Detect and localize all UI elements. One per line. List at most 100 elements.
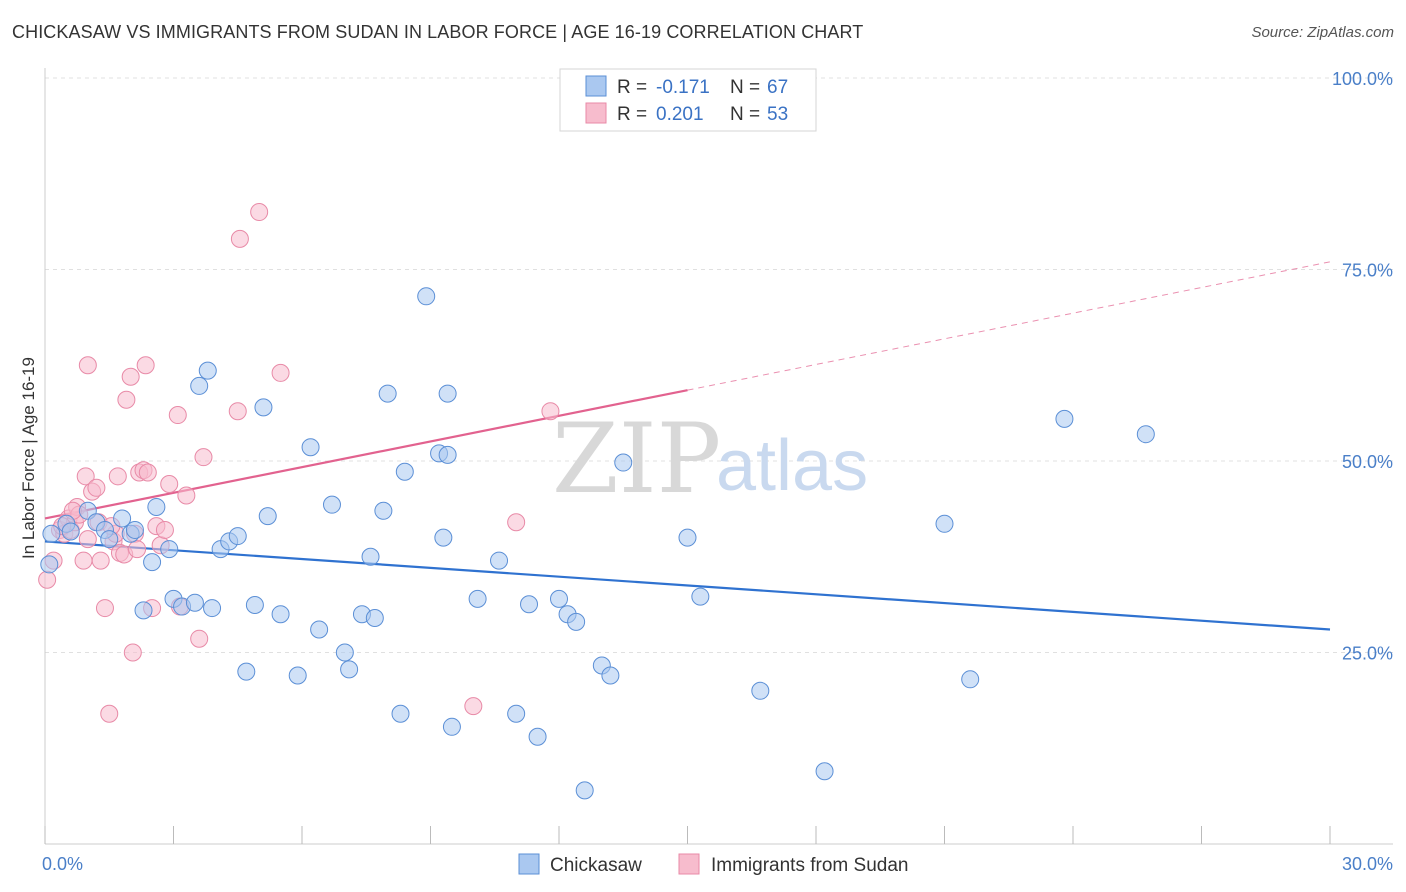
point-sudan-30 [138, 463, 157, 482]
trendline-chickasaw [44, 540, 1331, 631]
series-chickasaw-points [40, 287, 1155, 800]
point-chickasaw-36 [361, 547, 380, 566]
legend-r-value-2: 0.201 [656, 104, 704, 125]
point-chickasaw-53 [550, 589, 568, 608]
tick-labels: 25.0% 50.0% 75.0% 100.0% 0.0% 30.0% [42, 69, 1393, 874]
stats-legend: R = -0.171 N = 67 R = 0.201 N = 53 [559, 68, 817, 132]
point-chickasaw-50 [507, 704, 526, 723]
point-sudan-39 [190, 629, 209, 648]
point-chickasaw-62 [751, 681, 770, 700]
point-sudan-50 [78, 530, 97, 549]
legend-n-value-2: 53 [767, 104, 788, 125]
bottom-legend-label-chickasaw: Chickasaw [550, 855, 642, 876]
point-chickasaw-52 [528, 727, 547, 746]
point-sudan-38 [177, 486, 196, 505]
x-tick-label-max: 30.0% [1342, 854, 1393, 874]
point-chickasaw-7 [100, 530, 119, 549]
point-chickasaw-34 [340, 660, 359, 679]
bottom-legend-swatch-sudan [678, 853, 700, 875]
point-sudan-40 [194, 448, 213, 467]
point-sudan-41 [228, 402, 247, 421]
point-sudan-46 [507, 513, 526, 532]
point-chickasaw-10 [125, 520, 144, 539]
point-chickasaw-59 [614, 453, 633, 472]
point-chickasaw-58 [601, 666, 620, 685]
legend-n-value-1: 67 [767, 77, 788, 98]
x-tick-label-min: 0.0% [42, 854, 83, 874]
y-tick-label-2: 75.0% [1342, 261, 1393, 281]
point-chickasaw-45 [442, 717, 461, 736]
point-chickasaw-51 [520, 595, 539, 614]
point-sudan-52 [128, 540, 147, 559]
point-chickasaw-60 [678, 528, 697, 547]
point-sudan-43 [250, 203, 269, 222]
point-chickasaw-47 [434, 528, 453, 547]
point-chickasaw-40 [391, 704, 410, 723]
point-chickasaw-63 [815, 762, 834, 781]
y-tick-label-3: 100.0% [1332, 69, 1393, 89]
point-chickasaw-23 [228, 527, 247, 546]
point-chickasaw-30 [301, 438, 320, 457]
point-chickasaw-1 [42, 524, 61, 543]
point-chickasaw-55 [567, 612, 586, 631]
legend-r-label-1: R = [617, 77, 647, 98]
point-chickasaw-11 [134, 601, 153, 620]
point-sudan-44 [271, 363, 290, 382]
point-chickasaw-19 [198, 361, 217, 380]
point-chickasaw-65 [961, 670, 980, 689]
point-chickasaw-0 [40, 555, 59, 574]
point-sudan-35 [160, 474, 179, 493]
point-chickasaw-33 [335, 643, 354, 662]
point-sudan-13 [87, 478, 106, 497]
trend-lines [44, 261, 1331, 631]
legend-r-value-1: -0.171 [656, 77, 710, 98]
point-sudan-24 [121, 367, 140, 386]
point-sudan-36 [168, 406, 187, 425]
watermark-atlas: atlas [716, 426, 868, 506]
point-chickasaw-25 [245, 596, 264, 615]
point-chickasaw-31 [310, 620, 329, 639]
point-chickasaw-24 [237, 662, 256, 681]
legend-r-label-2: R = [617, 104, 647, 125]
legend-swatch-chickasaw [585, 75, 607, 97]
y-tick-label-1: 50.0% [1342, 452, 1393, 472]
trendline-sudan [44, 389, 688, 520]
point-chickasaw-64 [935, 514, 954, 533]
legend-n-label-1: N = [730, 77, 760, 98]
point-sudan-29 [136, 356, 155, 375]
point-chickasaw-37 [365, 609, 384, 628]
point-chickasaw-61 [691, 587, 710, 606]
legend-n-label-2: N = [730, 104, 760, 125]
series-legend: Chickasaw Immigrants from Sudan [518, 853, 908, 876]
point-chickasaw-17 [185, 593, 204, 612]
point-sudan-20 [108, 467, 127, 486]
point-chickasaw-49 [490, 551, 509, 570]
point-chickasaw-18 [190, 376, 209, 395]
point-sudan-34 [155, 520, 174, 539]
point-sudan-47 [541, 402, 560, 421]
point-chickasaw-28 [271, 605, 290, 624]
bottom-legend-label-sudan: Immigrants from Sudan [711, 855, 908, 876]
point-sudan-11 [78, 356, 97, 375]
point-chickasaw-13 [147, 497, 166, 516]
point-sudan-16 [95, 599, 114, 618]
point-chickasaw-14 [160, 540, 179, 559]
point-chickasaw-44 [438, 384, 457, 403]
point-chickasaw-38 [374, 501, 393, 520]
point-chickasaw-32 [322, 495, 341, 514]
point-chickasaw-41 [395, 462, 414, 481]
point-chickasaw-42 [417, 287, 436, 306]
point-sudan-9 [74, 551, 93, 570]
point-chickasaw-67 [1136, 425, 1155, 444]
point-sudan-10 [76, 467, 95, 486]
point-chickasaw-29 [288, 666, 307, 685]
point-chickasaw-27 [258, 507, 277, 526]
legend-swatch-sudan [585, 102, 607, 124]
trendline-sudan-extension [687, 261, 1331, 391]
point-sudan-23 [117, 390, 136, 409]
y-tick-label-0: 25.0% [1342, 644, 1393, 664]
bottom-legend-swatch-chickasaw [518, 853, 540, 875]
chart-title: CHICKASAW VS IMMIGRANTS FROM SUDAN IN LA… [12, 22, 864, 42]
grid-lines [45, 77, 1393, 653]
